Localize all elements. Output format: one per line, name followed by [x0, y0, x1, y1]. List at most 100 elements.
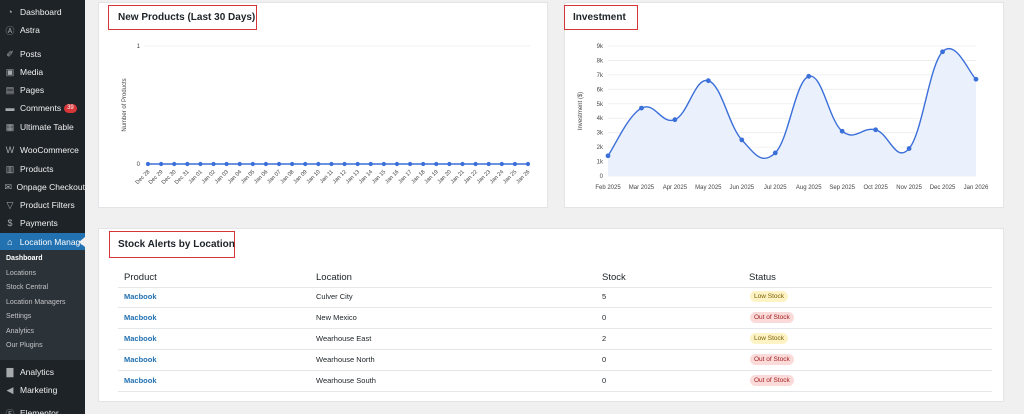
column-header-stock: Stock — [602, 272, 626, 283]
new-products-card — [98, 2, 548, 208]
pages-icon: ▤ — [5, 84, 15, 95]
sidebar-item-product-filters[interactable]: ▽ Product Filters — [0, 196, 85, 214]
product-link[interactable]: Macbook — [124, 355, 157, 364]
sidebar-item-label: Posts — [20, 49, 42, 59]
new-products-title: New Products (Last 30 Days) — [118, 12, 256, 23]
x-tick-label: Feb 2025 — [595, 185, 621, 191]
data-point — [973, 76, 979, 82]
data-point — [145, 161, 151, 167]
sidebar-item-marketing[interactable]: ◀ Marketing — [0, 381, 85, 399]
x-tick-label: Jul 2025 — [764, 185, 787, 191]
data-point — [303, 161, 308, 167]
product-link[interactable]: Macbook — [124, 376, 157, 385]
stock-alerts-title: Stock Alerts by Location — [118, 239, 235, 250]
product-link[interactable]: Macbook — [124, 334, 157, 343]
status-badge: Low Stock — [750, 333, 788, 344]
sidebar-item-comments[interactable]: ▬ Comments 39 — [0, 99, 85, 117]
submenu-item-dashboard[interactable]: Dashboard — [6, 255, 43, 262]
sidebar-item-elementor[interactable]: Ⓔ Elementor — [0, 404, 85, 414]
data-point — [486, 161, 491, 167]
x-tick-label: Oct 2025 — [863, 185, 888, 191]
product-link[interactable]: Macbook — [124, 313, 157, 322]
sidebar-item-media[interactable]: ▣ Media — [0, 63, 85, 81]
status-badge: Low Stock — [750, 291, 788, 302]
comments-count-badge: 39 — [64, 103, 77, 113]
woocommerce-icon: W — [5, 145, 15, 155]
sidebar-item-posts[interactable]: ✐ Posts — [0, 45, 85, 63]
data-point — [394, 161, 400, 167]
data-point — [705, 78, 711, 84]
y-axis-label: Investment ($) — [578, 92, 584, 130]
comments-icon: ▬ — [5, 103, 15, 113]
submenu-item-stock-central[interactable]: Stock Central — [6, 284, 49, 291]
sidebar-item-label: Elementor — [20, 408, 59, 414]
data-point — [250, 161, 255, 167]
investment-title: Investment — [573, 12, 626, 23]
data-point — [342, 161, 347, 167]
submenu-item-our-plugins[interactable]: Our Plugins — [6, 342, 43, 349]
x-tick-label: Nov 2025 — [896, 185, 922, 191]
x-tick-label: Jun 2025 — [729, 185, 754, 191]
data-point — [639, 105, 644, 111]
column-header-product: Product — [124, 272, 157, 283]
sidebar-item-payments[interactable]: $ Payments — [0, 214, 85, 232]
data-point — [211, 161, 216, 167]
sidebar-item-astra[interactable]: Ⓐ Astra — [0, 21, 85, 39]
astra-icon: Ⓐ — [5, 25, 15, 36]
pin-icon: ✐ — [6, 48, 14, 59]
media-icon: ▣ — [5, 66, 15, 77]
status-badge: Out of Stock — [750, 312, 794, 323]
submenu-item-settings[interactable]: Settings — [6, 313, 32, 320]
sidebar-item-onpage-checkout[interactable]: ✉ Onpage Checkout — [0, 178, 85, 196]
data-point — [512, 161, 517, 167]
sidebar-item-pages[interactable]: ▤ Pages — [0, 81, 85, 99]
sidebar-item-location-manage[interactable]: ⌂ Location Manage — [0, 233, 85, 251]
table-icon: ▦ — [5, 121, 15, 132]
x-tick-label: Sep 2025 — [829, 185, 855, 191]
status-badge: Out of Stock — [750, 354, 794, 365]
megaphone-icon: ◀ — [6, 384, 14, 395]
sidebar-item-label: Location Manage — [19, 237, 85, 247]
submenu-item-locations[interactable]: Locations — [6, 269, 36, 277]
row-divider — [118, 307, 992, 308]
data-point — [499, 161, 504, 167]
data-point — [739, 137, 745, 143]
sidebar-item-label: Media — [20, 67, 44, 77]
location-cell: Wearhouse North — [316, 355, 375, 364]
column-header-location: Location — [316, 272, 352, 283]
data-point — [525, 161, 531, 167]
investment-title-highlight — [564, 5, 638, 30]
sidebar-item-ultimate-table[interactable]: ▦ Ultimate Table — [0, 118, 85, 136]
stock-cell: 0 — [602, 355, 607, 364]
investment-chart: 0 1k 2k 3k 4k 5k 6k 7k 8k 9k Investment ($) Feb 202… — [578, 44, 989, 191]
sidebar-item-analytics[interactable]: ▇ Analytics — [0, 363, 85, 381]
submenu-item-analytics[interactable]: Analytics — [6, 327, 35, 335]
data-point — [772, 150, 778, 156]
y-tick-label: 8k — [597, 58, 604, 64]
location-cell: Wearhouse South — [316, 376, 376, 385]
submenu-item-location-managers[interactable]: Location Managers — [6, 298, 66, 306]
product-link[interactable]: Macbook — [124, 292, 157, 301]
data-point — [605, 153, 611, 159]
stock-alerts-card — [98, 228, 1004, 402]
admin-sidebar: ◔ Dashboard Ⓐ Astra ✐ Posts ▣ Media ▤ Pages ▬ Comme… — [0, 0, 85, 414]
sidebar-item-label: Marketing — [20, 385, 58, 395]
stock-cell: 0 — [602, 313, 607, 322]
data-point — [368, 161, 373, 167]
data-point — [237, 161, 242, 167]
location-cell: Wearhouse East — [316, 334, 372, 343]
location-cell: Culver City — [316, 292, 353, 301]
x-tick-label: Jan 2026 — [964, 185, 989, 191]
data-point — [672, 117, 678, 123]
data-point — [172, 161, 177, 167]
x-tick-label: Mar 2025 — [629, 185, 655, 191]
sidebar-item-dashboard[interactable]: ◔ Dashboard — [0, 3, 85, 21]
sidebar-item-products[interactable]: ▥ Products — [0, 160, 85, 178]
sidebar-item-label: Ultimate Table — [20, 122, 74, 132]
y-tick-label: 1 — [137, 44, 141, 50]
sidebar-item-woocommerce[interactable]: W WooCommerce — [0, 141, 85, 159]
filter-icon: ▽ — [6, 199, 14, 210]
x-tick-label: Jan 26 — [515, 169, 531, 185]
data-point — [460, 161, 465, 167]
